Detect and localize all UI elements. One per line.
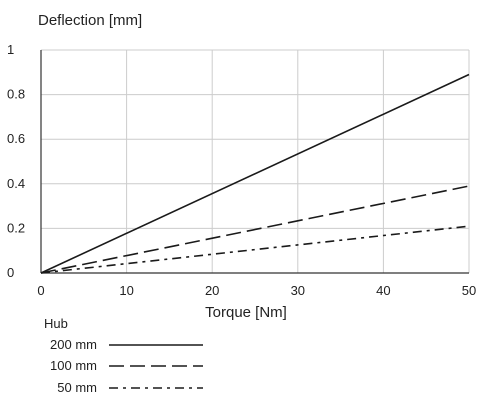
- y-tick-label: 0.2: [7, 220, 25, 235]
- x-tick-label: 30: [291, 283, 305, 298]
- y-axis-label: Deflection [mm]: [38, 12, 142, 29]
- x-tick-label: 50: [462, 283, 476, 298]
- tick-labels: 0 10 20 30 40 50 0 0.2 0.4 0.6 0.8 1: [7, 42, 476, 298]
- axes: [40, 50, 469, 274]
- series-lines: [40, 73, 470, 274]
- legend-label: 50 mm: [57, 380, 97, 395]
- series-line-50-mm: [40, 225, 470, 274]
- x-tick-label: 40: [376, 283, 390, 298]
- legend: Hub 200 mm 100 mm 50 mm: [44, 316, 203, 395]
- y-tick-label: 0.4: [7, 176, 25, 191]
- series-line-100-mm: [40, 185, 470, 274]
- x-axis-label: Torque [Nm]: [205, 304, 287, 321]
- y-tick-label: 0: [7, 265, 14, 280]
- x-tick-label: 20: [205, 283, 219, 298]
- x-tick-label: 10: [119, 283, 133, 298]
- y-tick-label: 1: [7, 42, 14, 57]
- y-tick-label: 0.8: [7, 87, 25, 102]
- grid-lines: [41, 49, 470, 273]
- legend-title: Hub: [44, 316, 68, 331]
- legend-label: 100 mm: [50, 358, 97, 373]
- series-line-200-mm: [40, 73, 470, 274]
- legend-label: 200 mm: [50, 337, 97, 352]
- y-tick-label: 0.6: [7, 131, 25, 146]
- x-tick-label: 0: [37, 283, 44, 298]
